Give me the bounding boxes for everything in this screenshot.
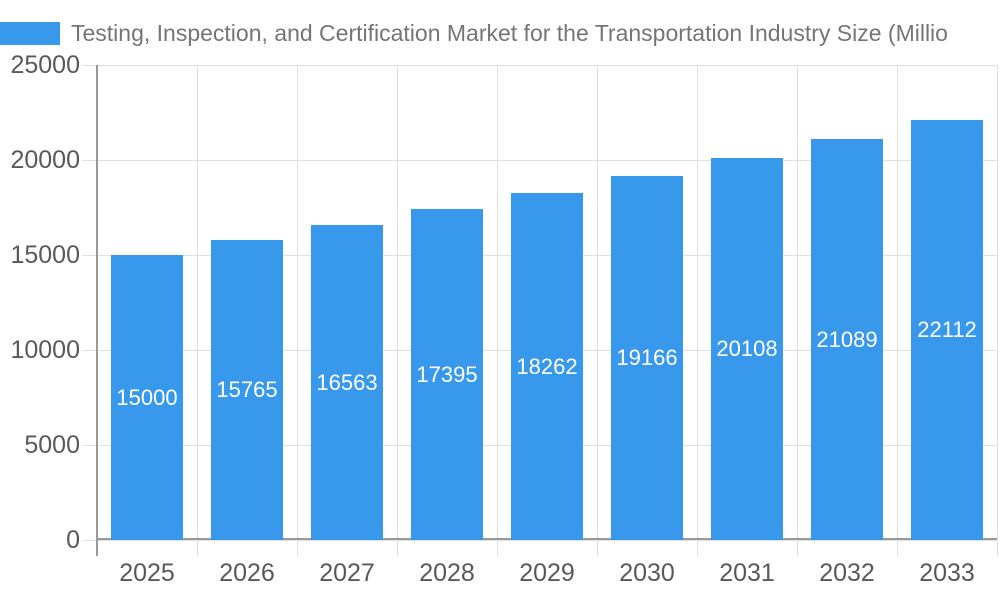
x-tick-label: 2027 xyxy=(319,559,375,587)
y-tick-label: 10000 xyxy=(10,336,80,364)
x-tick-label: 2030 xyxy=(619,559,675,587)
legend-swatch-icon xyxy=(0,21,60,45)
y-tick-label: 5000 xyxy=(24,431,80,459)
x-tick-label: 2031 xyxy=(719,559,775,587)
legend-label: Testing, Inspection, and Certification M… xyxy=(71,20,948,46)
x-tick-label: 2028 xyxy=(419,559,475,587)
legend-item[interactable]: Testing, Inspection, and Certification M… xyxy=(0,20,1000,46)
bar-value-label: 21089 xyxy=(816,326,878,352)
v-gridline xyxy=(896,65,898,556)
bar-value-label: 20108 xyxy=(716,335,778,361)
h-gridline xyxy=(82,159,997,161)
x-axis-labels: 2025 2026 2027 2028 2029 2030 2031 2032 2033 xyxy=(97,558,997,590)
bar[interactable]: 17395 xyxy=(411,209,483,540)
v-gridline xyxy=(396,65,398,556)
bar-value-label: 22112 xyxy=(917,316,977,342)
bar-value-label: 15000 xyxy=(116,384,178,410)
v-gridline xyxy=(696,65,698,556)
v-gridline xyxy=(596,65,598,556)
bar[interactable]: 21089 xyxy=(811,139,883,540)
y-tick-label: 0 xyxy=(66,526,80,554)
bar[interactable]: 15765 xyxy=(211,240,283,540)
x-tick-label: 2032 xyxy=(819,559,875,587)
bar[interactable]: 15000 xyxy=(111,255,183,540)
x-tick-label: 2025 xyxy=(119,559,175,587)
bar-value-label: 19166 xyxy=(616,344,678,370)
x-tick-label: 2033 xyxy=(919,559,975,587)
bar[interactable]: 18262 xyxy=(511,193,583,540)
x-tick-label: 2029 xyxy=(519,559,575,587)
v-gridline xyxy=(496,65,498,556)
y-axis-labels: 0 5000 10000 15000 20000 25000 xyxy=(0,51,80,554)
y-tick-label: 15000 xyxy=(10,241,80,269)
v-gridline xyxy=(996,65,998,556)
bar-value-label: 15765 xyxy=(216,377,278,403)
bar[interactable]: 16563 xyxy=(311,225,383,540)
h-gridline xyxy=(82,539,997,541)
v-gridline xyxy=(796,65,798,556)
bar[interactable]: 22112 xyxy=(911,119,983,540)
h-gridline xyxy=(82,64,997,66)
bar[interactable]: 19166 xyxy=(611,175,683,540)
bar-value-label: 16563 xyxy=(316,369,378,395)
x-tick-label: 2026 xyxy=(219,559,275,587)
v-gridline xyxy=(296,65,298,556)
v-gridline xyxy=(196,65,198,556)
plot-area: 15000 15765 16563 17395 18262 19166 20108 21089… xyxy=(82,64,998,556)
y-tick-label: 20000 xyxy=(10,146,80,174)
bar-value-label: 18262 xyxy=(516,353,578,379)
bar[interactable]: 20108 xyxy=(711,157,783,540)
y-tick-label: 25000 xyxy=(10,51,80,79)
bar-value-label: 17395 xyxy=(416,361,478,387)
y-axis-line xyxy=(96,65,98,556)
